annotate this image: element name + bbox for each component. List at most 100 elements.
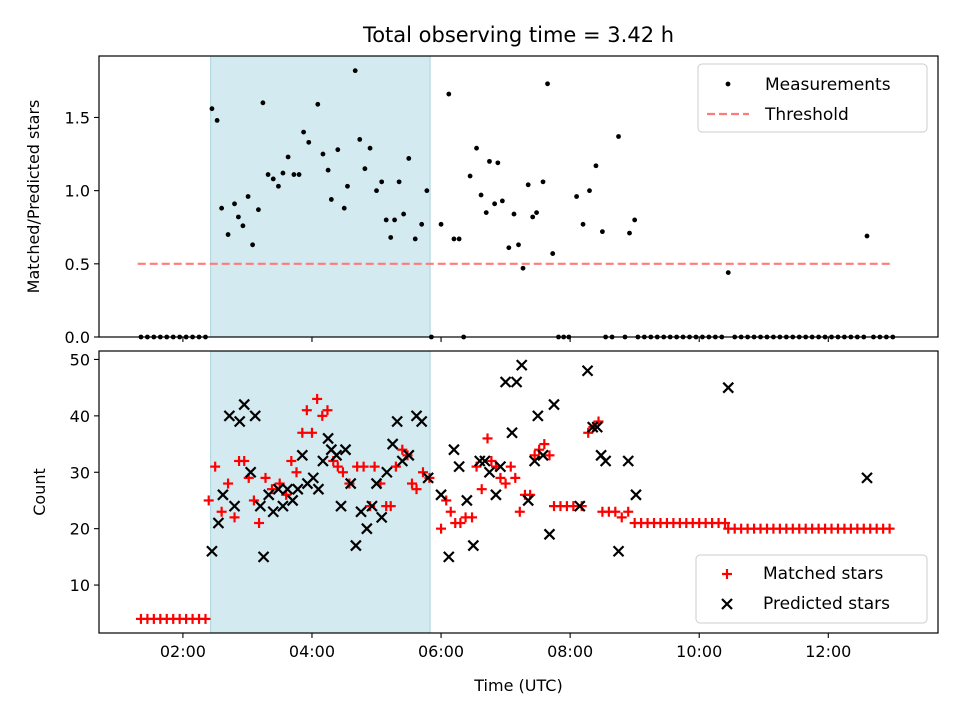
measurement-point	[506, 245, 512, 251]
measurement-point	[545, 81, 550, 87]
predicted-star-point	[233, 415, 246, 428]
measurement-point	[214, 117, 220, 123]
measurement-point	[632, 217, 638, 223]
measurement-point	[600, 229, 605, 235]
predicted-star-point	[415, 415, 428, 428]
matched-star-point	[317, 410, 328, 421]
matched-star-point	[417, 467, 428, 478]
predicted-star-point	[339, 443, 352, 456]
legend-frame	[695, 554, 928, 624]
predicted-star-point	[443, 551, 455, 563]
matched-star-point	[445, 506, 456, 517]
matched-star-point	[482, 433, 493, 444]
predicted-star-point	[622, 455, 634, 467]
predicted-star-point	[386, 438, 399, 450]
matched-star-point	[500, 478, 511, 489]
predicted-star-point	[262, 489, 275, 501]
bottom-y-axis-label: Count	[30, 468, 49, 516]
y-tick-label: 1.0	[65, 182, 90, 201]
y-tick-label: 0.0	[65, 328, 90, 347]
legend-matched-label: Matched stars	[763, 564, 883, 584]
measurement-point	[616, 134, 621, 139]
bottom-panel: 10 20 30 40 50 02:00 04:00 06:00 08:00 10:00 12:00…	[30, 350, 939, 695]
measurement-point	[446, 91, 452, 97]
measurement-point	[525, 182, 531, 188]
measurement-point	[260, 100, 266, 106]
measurement-point	[593, 163, 599, 169]
measurement-point	[396, 179, 402, 185]
matched-star-point	[200, 613, 211, 624]
top-highlight-span	[210, 55, 431, 338]
matched-star-point	[476, 484, 487, 495]
predicted-star-point	[861, 472, 873, 484]
measurement-point	[301, 129, 306, 135]
predicted-star-point	[272, 483, 285, 495]
measurement-point	[451, 236, 457, 242]
predicted-star-point	[223, 410, 236, 422]
x-tick-label: 08:00	[547, 642, 593, 661]
predicted-star-point	[722, 381, 735, 394]
matched-star-point	[544, 450, 555, 461]
measurement-point	[320, 151, 326, 157]
predicted-star-point	[361, 522, 373, 535]
matched-star-point	[301, 405, 312, 416]
legend-threshold-label: Threshold	[764, 105, 849, 125]
matched-star-point	[467, 512, 478, 523]
predicted-star-point	[403, 449, 415, 462]
matched-star-point	[623, 506, 634, 517]
matched-star-point	[583, 427, 594, 438]
y-tick-label: 0.5	[65, 255, 90, 274]
predicted-star-point	[277, 500, 289, 512]
matched-star-point	[239, 455, 250, 466]
bottom-legend: Matched stars Predicted stars	[695, 554, 928, 624]
y-tick-label: 40	[70, 407, 90, 426]
x-tick-label: 10:00	[676, 642, 722, 661]
measurement-point	[296, 172, 302, 177]
predicted-star-point	[543, 528, 556, 541]
measurement-point	[276, 183, 281, 189]
matched-star-point	[397, 444, 408, 455]
bottom-axes-frame	[98, 350, 939, 634]
matched-star-point	[390, 461, 401, 472]
predicted-star-point	[206, 545, 218, 557]
matched-star-point	[455, 518, 466, 529]
measurement-point	[511, 211, 517, 217]
measurement-point	[291, 172, 297, 177]
measurement-point	[478, 192, 484, 198]
predicted-star-point	[506, 427, 518, 439]
matched-star-point	[254, 518, 265, 529]
measurement-point	[225, 232, 231, 237]
measurement-point	[406, 156, 412, 161]
predicted-star-point	[344, 477, 357, 490]
predicted-star-point	[244, 466, 257, 479]
matched-star-point	[203, 495, 214, 506]
predicted-star-point	[238, 398, 250, 411]
measurement-point	[270, 176, 276, 182]
measurement-point	[352, 68, 358, 74]
measurement-point	[328, 197, 334, 202]
measurement-point	[467, 173, 473, 179]
matched-star-point	[576, 501, 587, 512]
x-axis-label: Time (UTC)	[473, 676, 562, 695]
predicted-star-point	[461, 494, 473, 507]
predicted-star-point	[254, 500, 267, 512]
predicted-star-point	[537, 449, 549, 462]
predicted-star-point	[591, 421, 604, 433]
measurement-point	[219, 205, 225, 211]
matched-star-point	[616, 512, 627, 523]
predicted-star-point	[249, 410, 261, 422]
predicted-star-point	[467, 539, 480, 552]
matched-star-point	[441, 495, 452, 506]
top-axis-ticks: 0.0 0.5 1.0 1.5	[65, 108, 829, 347]
top-legend: Measurements Threshold	[697, 63, 928, 133]
measurement-point	[499, 198, 505, 204]
measurement-point	[419, 221, 425, 227]
highlight-band	[210, 55, 431, 338]
measurement-point	[580, 221, 586, 227]
matched-star-point	[223, 478, 234, 489]
measurement-point	[315, 101, 321, 107]
measurement-point	[250, 242, 256, 248]
measurement-point	[530, 214, 536, 220]
matched-star-point	[322, 405, 333, 416]
